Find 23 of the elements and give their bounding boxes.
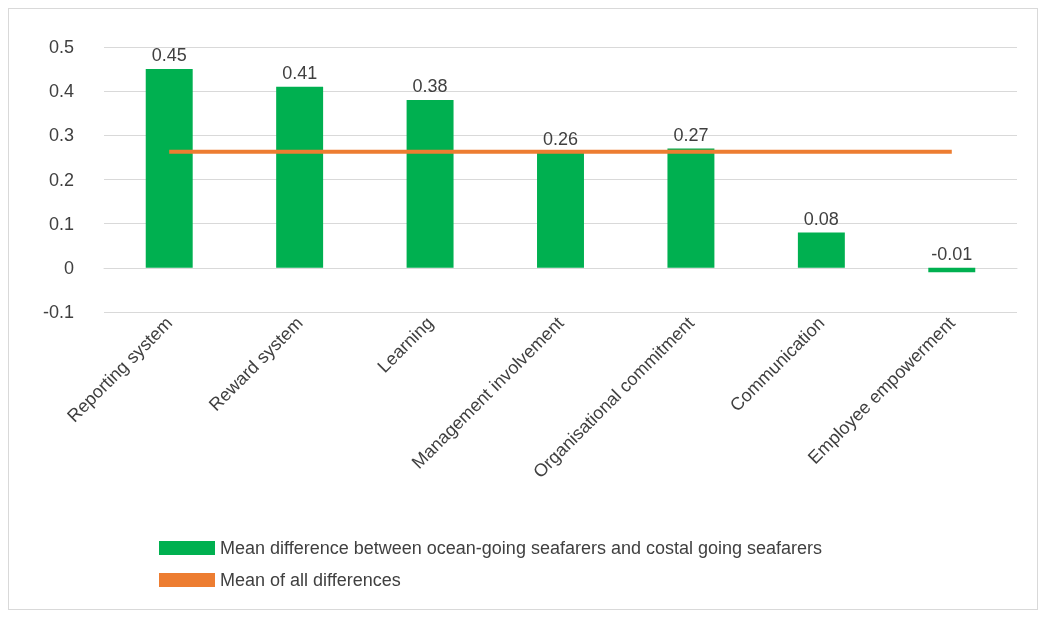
y-tick-label: 0.4: [48, 81, 74, 102]
y-tick-label: -0.1: [42, 302, 74, 322]
bar: [667, 148, 715, 268]
y-tick-label: 0.3: [48, 125, 74, 146]
y-tick-label: 0.5: [48, 37, 74, 57]
data-label: 0.27: [673, 124, 709, 145]
bar: [797, 232, 845, 268]
bar: [537, 153, 584, 268]
data-label: 0.38: [412, 76, 448, 96]
legend-label: Mean of all differences: [220, 570, 401, 590]
data-label: 0.26: [542, 129, 579, 149]
y-tick-label: 0: [63, 257, 74, 278]
data-label: 0.08: [803, 208, 839, 229]
bar: [276, 86, 324, 268]
y-tick-label: 0.1: [48, 213, 74, 234]
bar: [928, 267, 976, 273]
data-label: 0.41: [282, 62, 318, 83]
legend-label: Mean difference between ocean-going seafarers and costal going seafarers: [220, 538, 823, 558]
data-label: 0.45: [151, 45, 187, 66]
bar: [145, 69, 193, 268]
y-tick-label: 0.2: [48, 169, 74, 190]
bar: [406, 100, 454, 268]
data-label: -0.01: [931, 243, 973, 264]
